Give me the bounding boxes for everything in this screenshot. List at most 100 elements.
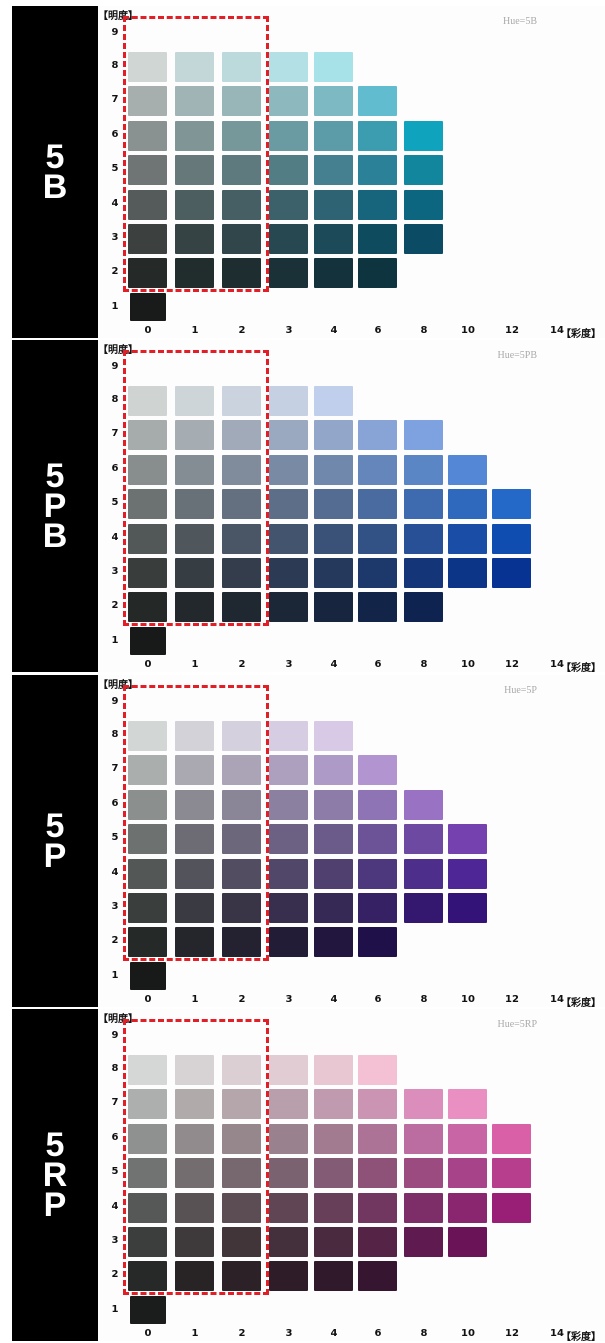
color-chip: [314, 120, 353, 151]
color-chip: [222, 420, 261, 451]
color-chip: [269, 1158, 308, 1189]
color-chip: [358, 258, 397, 289]
color-chip: [128, 893, 167, 923]
color-chip: [175, 721, 214, 751]
color-chip: [358, 858, 397, 889]
chroma-tick-label: 0: [144, 658, 152, 670]
color-chip-value1: [130, 961, 166, 990]
color-chip: [128, 454, 167, 485]
color-chip: [358, 1158, 397, 1189]
color-chip: [269, 893, 308, 923]
color-chip: [128, 386, 167, 416]
color-chip: [404, 523, 443, 554]
color-chip: [314, 1158, 353, 1189]
color-chip: [128, 558, 167, 588]
color-chip: [358, 1192, 397, 1223]
color-chip: [175, 1158, 214, 1189]
color-chip: [314, 789, 353, 820]
color-chip: [448, 523, 487, 554]
highlight-frame: [123, 1019, 269, 1296]
color-chip: [358, 454, 397, 485]
value-tick-label: 4: [111, 197, 119, 209]
chroma-tick-label: 6: [374, 1327, 382, 1339]
color-chip: [314, 224, 353, 254]
color-chip: [269, 386, 308, 416]
color-chip: [175, 489, 214, 520]
value-tick-label: 8: [111, 394, 119, 405]
value-axis-title: 【明度】: [98, 1014, 138, 1025]
value-tick-label: 6: [111, 797, 119, 809]
value-tick-label: 7: [111, 428, 119, 440]
color-chip: [404, 120, 443, 151]
color-chip: [175, 592, 214, 623]
color-chip: [175, 386, 214, 416]
chroma-tick-label: 0: [144, 1327, 152, 1339]
color-chip: [175, 1055, 214, 1085]
value-tick-label: 2: [111, 600, 119, 612]
color-chip: [175, 789, 214, 820]
color-chip: [314, 1192, 353, 1223]
color-chip: [128, 120, 167, 151]
chroma-tick-label: 8: [420, 1327, 428, 1339]
color-chip: [404, 1123, 443, 1154]
chroma-tick-label: 1: [191, 658, 199, 670]
color-chip: [128, 789, 167, 820]
color-chip: [404, 592, 443, 623]
hue-side-letter: P: [43, 837, 67, 875]
color-chip: [175, 1123, 214, 1154]
chroma-tick-label: 12: [505, 1327, 519, 1339]
color-chip: [222, 86, 261, 117]
chroma-tick-label: 14: [550, 658, 564, 670]
color-chip-value1: [130, 292, 166, 321]
color-chip: [448, 558, 487, 588]
color-chip: [128, 1227, 167, 1257]
color-chip: [175, 927, 214, 958]
color-chip: [269, 1227, 308, 1257]
color-chip: [128, 52, 167, 82]
color-chip: [269, 86, 308, 117]
color-chip: [175, 189, 214, 220]
munsell-panel: 5 P 【明度】 Hue=5P 9 8 7 6 5 4 3 2 1 0 1 2 3 4 6 8 10 12 14 【彩度】: [0, 675, 605, 1009]
value-tick-label: 9: [111, 696, 119, 707]
color-chip: [175, 454, 214, 485]
color-chip: [358, 1227, 397, 1257]
color-chip: [314, 1261, 353, 1292]
color-chip: [175, 824, 214, 855]
color-chip: [358, 1089, 397, 1120]
hue-side-letter: P: [43, 487, 67, 525]
color-chip: [448, 1089, 487, 1120]
color-chip: [269, 489, 308, 520]
chroma-tick-label: 4: [330, 324, 338, 336]
color-chip: [128, 420, 167, 451]
value-tick-label: 1: [111, 634, 119, 646]
color-chip: [404, 789, 443, 820]
hue-side-letter: B: [42, 168, 68, 206]
chroma-tick-label: 3: [285, 993, 293, 1005]
color-chip: [314, 824, 353, 855]
value-tick-label: 5: [111, 497, 119, 509]
chroma-tick-label: 3: [285, 324, 293, 336]
color-chip: [404, 858, 443, 889]
color-chip: [269, 824, 308, 855]
color-chip: [358, 523, 397, 554]
color-chip: [314, 489, 353, 520]
value-tick-label: 4: [111, 531, 119, 543]
color-chip: [175, 420, 214, 451]
color-chip: [314, 1227, 353, 1257]
color-chip: [269, 120, 308, 151]
color-chip: [269, 927, 308, 958]
munsell-chart: 【明度】 Hue=5RP 9 8 7 6 5 4 3 2 1 0 1 2 3 4 6 8 10 12 14 【彩度】: [98, 1009, 605, 1343]
color-chip: [358, 893, 397, 923]
color-chip: [492, 523, 531, 554]
color-chip: [128, 523, 167, 554]
value-tick-label: 8: [111, 60, 119, 71]
color-chip: [314, 755, 353, 786]
color-chip: [222, 454, 261, 485]
color-chip: [492, 1192, 531, 1223]
value-tick-label: 8: [111, 729, 119, 740]
chroma-axis-unit: 【彩度】: [561, 662, 601, 674]
value-tick-label: 7: [111, 94, 119, 106]
chroma-tick-label: 10: [461, 658, 475, 670]
hue-side-letter: R: [42, 1156, 68, 1194]
color-chip: [448, 1192, 487, 1223]
